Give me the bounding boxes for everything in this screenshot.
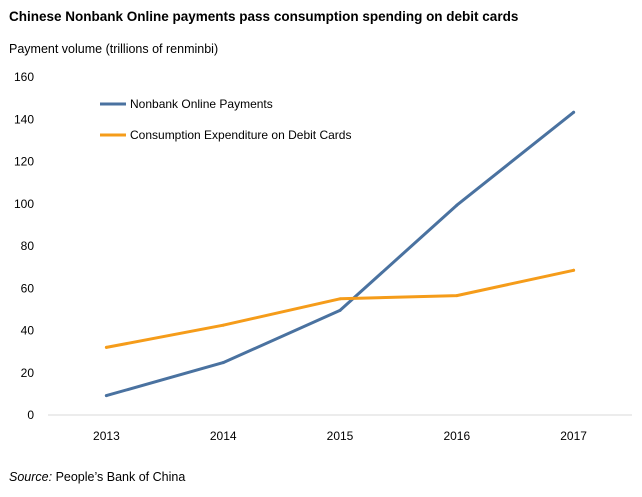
x-tick-label: 2015 <box>327 429 354 443</box>
y-tick-label: 120 <box>14 155 34 169</box>
legend-label: Nonbank Online Payments <box>130 97 273 111</box>
y-tick-label: 140 <box>14 112 34 126</box>
x-tick-label: 2016 <box>443 429 470 443</box>
y-tick-label: 80 <box>21 239 35 253</box>
x-axis-ticks: 2013 2014 2015 2016 2017 <box>93 429 587 443</box>
series-line <box>104 110 576 398</box>
y-tick-label: 40 <box>21 324 35 338</box>
series-lines <box>104 110 576 398</box>
data-point <box>221 323 225 327</box>
y-tick-label: 160 <box>14 70 34 84</box>
y-axis-label: Payment volume (trillions of renminbi) <box>9 42 219 56</box>
y-axis-ticks: 0 20 40 60 80 100 120 140 160 <box>14 70 34 422</box>
data-point <box>572 110 576 114</box>
source-note: Source: People’s Bank of China <box>9 470 185 484</box>
x-tick-label: 2014 <box>210 429 237 443</box>
data-point <box>455 294 459 298</box>
x-tick-label: 2013 <box>93 429 120 443</box>
data-point <box>572 268 576 272</box>
legend: Nonbank Online Payments Consumption Expen… <box>100 97 351 142</box>
legend-label: Consumption Expenditure on Debit Cards <box>130 128 351 142</box>
chart-title: Chinese Nonbank Online payments pass con… <box>9 9 519 24</box>
data-point <box>104 394 108 398</box>
data-point <box>104 345 108 349</box>
y-tick-label: 20 <box>21 366 35 380</box>
data-point <box>338 297 342 301</box>
y-tick-label: 0 <box>27 408 34 422</box>
source-label: Source: <box>9 470 53 484</box>
y-tick-label: 60 <box>21 281 35 295</box>
y-tick-label: 100 <box>14 197 34 211</box>
source-text: People’s Bank of China <box>52 470 186 484</box>
data-point <box>338 308 342 312</box>
data-point <box>221 361 225 365</box>
data-point <box>455 203 459 207</box>
x-tick-label: 2017 <box>560 429 587 443</box>
